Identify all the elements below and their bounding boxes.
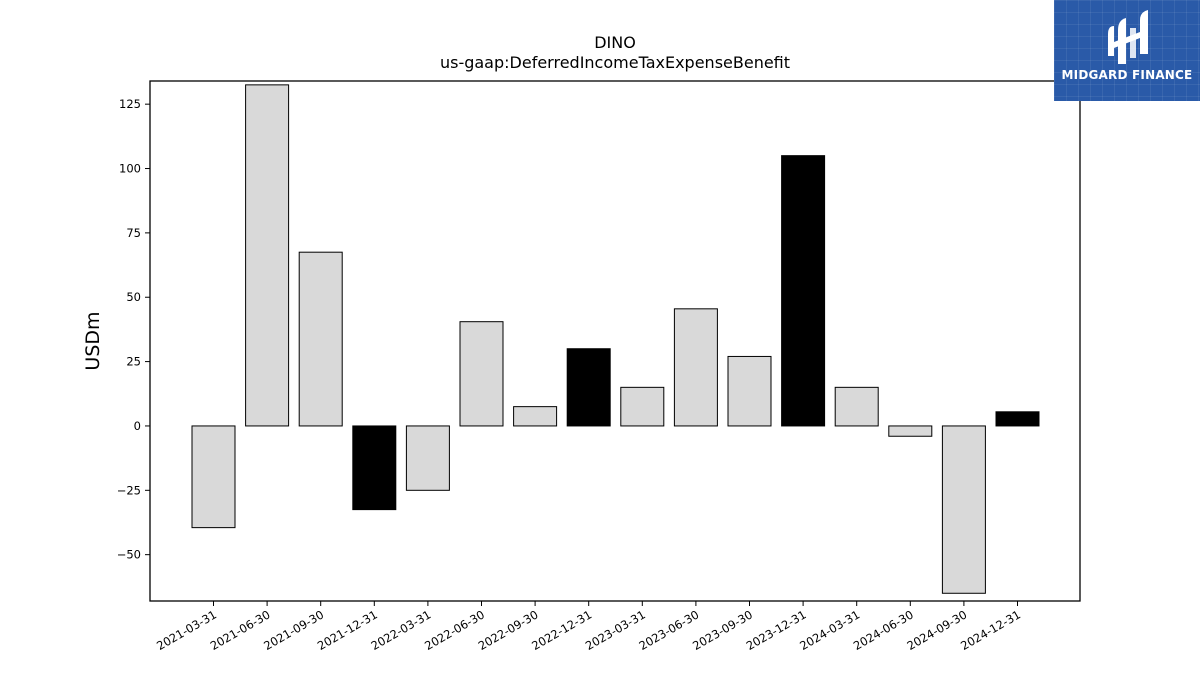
x-ticks-group: 2021-03-312021-06-302021-09-302021-12-31… (154, 601, 1023, 653)
x-tick-label: 2022-03-31 (369, 607, 434, 653)
bar-2023-12-31 (781, 155, 826, 427)
bar-2023-06-30 (673, 308, 718, 427)
x-tick-label: 2023-03-31 (583, 607, 648, 653)
x-tick-label: 2021-03-31 (154, 607, 219, 653)
logo-grid-pattern (1054, 0, 1200, 101)
y-tick-label: 75 (126, 226, 141, 240)
y-ticks-group: −50 −25 0 25 50 75 100 125 (117, 97, 150, 562)
bar-2023-03-31 (620, 386, 665, 427)
bar-2021-12-31 (352, 425, 397, 511)
y-tick-label: 125 (119, 97, 141, 111)
bar-2024-06-30 (888, 425, 933, 437)
bar-2024-09-30 (941, 425, 986, 594)
bar-2021-06-30 (245, 84, 290, 427)
plot-frame (149, 80, 1081, 602)
y-tick-label: −50 (117, 548, 141, 562)
bars-group (191, 84, 1040, 594)
x-tick-label: 2022-06-30 (422, 607, 487, 653)
x-tick-label: 2022-12-31 (529, 607, 594, 653)
y-axis-label: USDm (82, 311, 104, 370)
x-tick-label: 2023-12-31 (744, 607, 809, 653)
x-tick-label: 2022-09-30 (476, 607, 541, 653)
y-tick-label: −25 (117, 483, 141, 497)
x-tick-label: 2021-06-30 (208, 607, 273, 653)
x-tick-label: 2023-09-30 (690, 607, 755, 653)
chart-subtitle: us-gaap:DeferredIncomeTaxExpenseBenefit (440, 53, 790, 72)
bar-2022-09-30 (513, 406, 558, 427)
x-tick-label: 2024-12-31 (958, 607, 1023, 653)
bar-2024-03-31 (834, 386, 879, 427)
y-tick-label: 100 (119, 162, 141, 176)
x-tick-label: 2024-06-30 (851, 607, 916, 653)
bar-2021-03-31 (191, 425, 236, 529)
midgard-logo-icon (1108, 10, 1148, 64)
x-tick-label: 2024-09-30 (905, 607, 970, 653)
x-tick-label: 2021-12-31 (315, 607, 380, 653)
bar-2023-09-30 (727, 355, 772, 427)
y-tick-label: 25 (126, 355, 141, 369)
bar-2022-06-30 (459, 321, 504, 427)
bar-2022-12-31 (566, 348, 611, 427)
bar-2022-03-31 (405, 425, 450, 491)
midgard-finance-logo: MIDGARD FINANCE (1054, 0, 1200, 101)
bar-2024-12-31 (995, 411, 1040, 427)
logo-text: MIDGARD FINANCE (1061, 68, 1193, 82)
x-tick-label: 2021-09-30 (261, 607, 326, 653)
bar-2021-09-30 (298, 251, 343, 427)
chart-title: DINO (594, 33, 636, 52)
y-tick-label: 0 (134, 419, 141, 433)
x-tick-label: 2024-03-31 (797, 607, 862, 653)
y-tick-label: 50 (126, 290, 141, 304)
x-tick-label: 2023-06-30 (637, 607, 702, 653)
